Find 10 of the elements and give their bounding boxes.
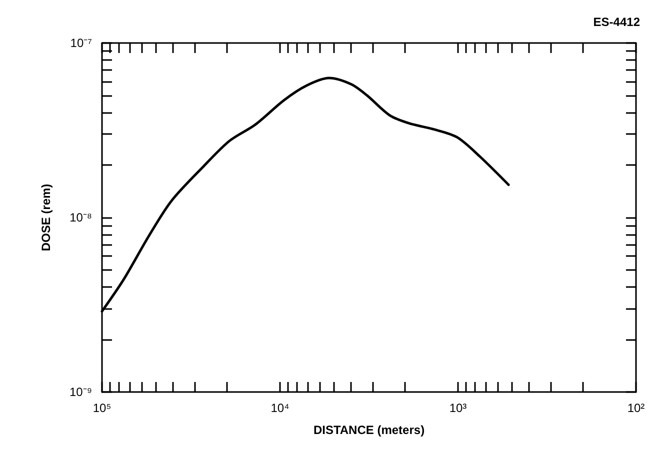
x-axis-title: DISTANCE (meters) [313,423,425,437]
x-tick-label: 10⁴ [270,401,290,415]
x-tick-label: 10⁵ [92,401,112,415]
x-tick-label: 10² [627,401,645,415]
y-tick-label: 10⁻⁹ [70,385,92,399]
y-axis-title: DOSE (rem) [39,184,53,252]
x-tick-label: 10³ [449,401,467,415]
y-tick-label: 10⁻⁷ [70,36,92,50]
text: ES-4412 [593,15,640,29]
y-tick-label: 10⁻⁸ [70,210,92,224]
